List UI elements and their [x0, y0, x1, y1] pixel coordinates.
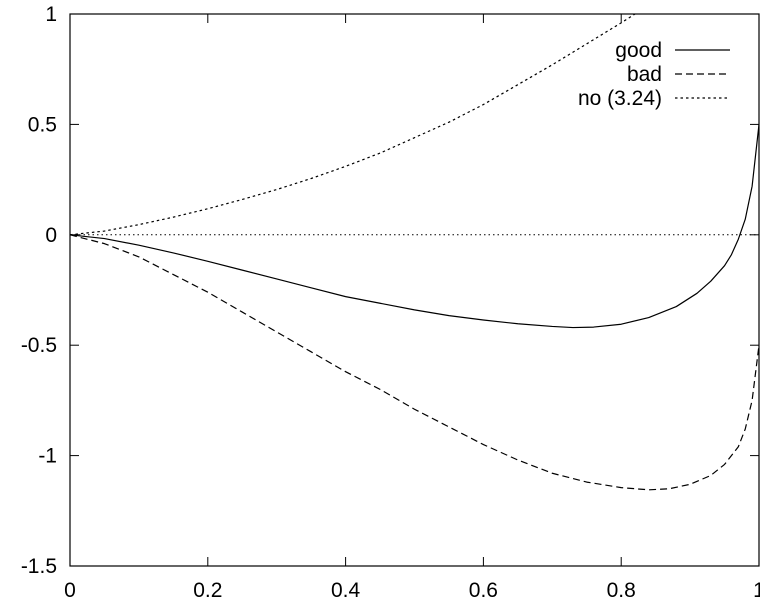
legend-label: good: [615, 39, 662, 62]
series-line-bad: [70, 234, 759, 491]
x-tick-label: 1: [753, 579, 760, 602]
legend-label: bad: [627, 63, 662, 86]
y-tick-label: 0.5: [28, 113, 57, 136]
plot-frame: [69, 13, 760, 567]
x-tick-label: 0.6: [469, 579, 498, 602]
series-line-no: [70, 14, 636, 236]
series-line-good: [70, 124, 759, 329]
x-tick-label: 0.4: [331, 579, 361, 602]
tick-labels-layer: 0 0.2 0.4 0.6 0.8 1 -1.5 -1 -0.5 0 0.5 1: [21, 3, 760, 602]
legend-label: no (3.24): [578, 87, 662, 110]
x-tick-label: 0.2: [193, 579, 222, 602]
y-tick-label: 1: [45, 3, 57, 26]
series-layer: [70, 14, 759, 491]
x-tick-label: 0.8: [607, 579, 636, 602]
y-tick-label: -1: [38, 445, 57, 468]
y-tick-label: -0.5: [21, 334, 57, 357]
y-tick-label: -1.5: [21, 555, 57, 578]
y-tick-label: 0: [45, 224, 57, 247]
x-tick-label: 0: [64, 579, 76, 602]
